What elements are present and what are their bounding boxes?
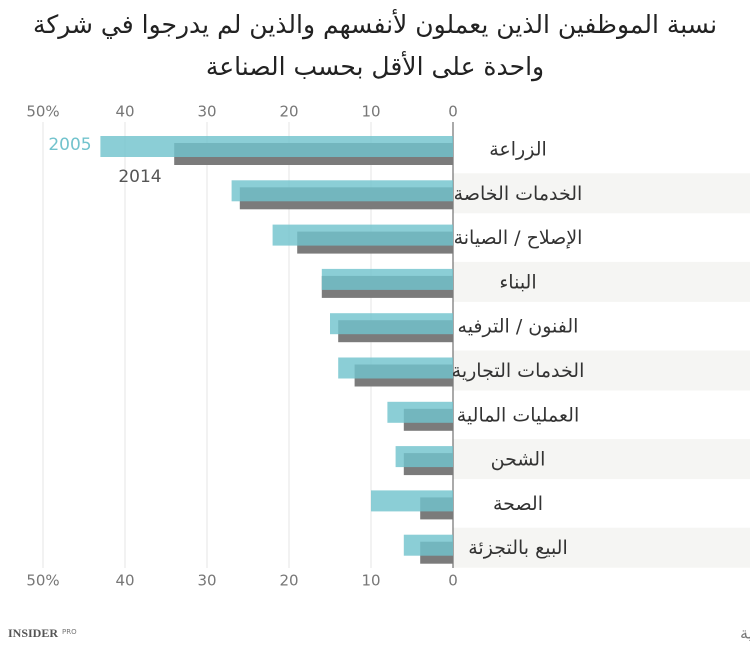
x-tick-label: 0 (448, 572, 458, 590)
x-tick-label: 0 (448, 103, 458, 121)
legend-entry: 2005 (48, 135, 91, 155)
chart-title: نسبة الموظفين الذين يعملون لأنفسهم والذي… (32, 10, 718, 81)
bar-2005 (272, 224, 453, 246)
x-tick-label: 50% (26, 103, 59, 121)
x-tick-label: 30 (197, 572, 216, 590)
category-label: الخدمات الخاصة (454, 183, 583, 205)
logo: INSIDER (8, 626, 58, 640)
bar-2005 (403, 534, 453, 556)
bar-2005 (330, 313, 453, 335)
category-label: الشحن (491, 449, 546, 471)
category-label: البناء (499, 271, 536, 293)
category-label: العمليات المالية (457, 404, 580, 426)
legend-entry: 2014 (118, 167, 161, 187)
category-label: الإصلاح / الصيانة (454, 227, 583, 249)
row-band (453, 261, 750, 302)
category-label: الفنون / الترفيه (458, 316, 579, 338)
x-tick-label: 10 (361, 572, 380, 590)
source: المصدر: وزارة العمل الأمريكية (740, 623, 750, 644)
x-tick-label: 30 (197, 103, 216, 121)
bar-2005 (321, 268, 453, 290)
row-band (453, 527, 750, 568)
x-tick-label: 40 (115, 572, 134, 590)
row-band (453, 439, 750, 480)
bar-2005 (395, 446, 453, 468)
x-tick-label: 20 (279, 572, 298, 590)
bar-2005 (371, 490, 453, 512)
row-band (453, 350, 750, 391)
x-tick-label: 40 (115, 103, 134, 121)
category-label: الزراعة (489, 139, 547, 161)
logo-tag: PRO (62, 628, 77, 636)
bar-2005 (100, 136, 454, 157)
category-label: البيع بالتجزئة (468, 537, 568, 559)
x-tick-label: 50% (26, 572, 59, 590)
bar-2005 (231, 180, 453, 202)
bar-2005 (338, 357, 453, 379)
bar-2005 (387, 401, 453, 423)
category-label: الصحة (493, 493, 543, 515)
x-tick-label: 10 (361, 103, 380, 121)
category-label: الخدمات التجارية (452, 360, 585, 382)
row-band (453, 173, 750, 214)
x-tick-label: 20 (279, 103, 298, 121)
